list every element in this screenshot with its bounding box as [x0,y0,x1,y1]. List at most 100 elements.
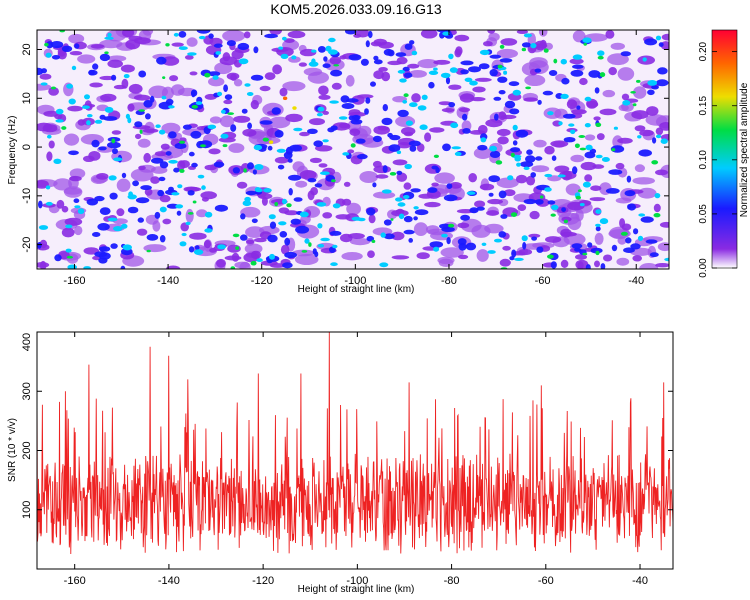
spectrogram-cell [611,244,618,252]
spectrogram-cell [108,175,117,181]
spectrogram-cell [271,107,281,115]
spectrogram-cell [627,203,636,211]
spectrogram-cell [498,190,507,199]
y-tick-label: 100 [21,501,33,519]
spectrogram-cell [368,30,373,39]
spectrogram-cell [408,140,421,147]
spectrogram-cell [590,185,602,191]
spectrogram-cell [655,134,662,139]
spectrogram-cell [138,109,145,112]
colorbar-ticks: 0.00 0.05 0.10 0.15 0.20 [698,41,737,278]
spectrogram-cell [550,140,569,148]
spectrogram-cell [74,205,81,209]
spectrogram-cell [171,42,184,47]
spectrogram-cell [560,58,567,65]
spectrogram-cell [48,87,59,96]
spectrogram-cell [468,66,481,73]
x-tick-label: -160 [63,275,85,287]
spectrogram-cell [380,232,386,238]
spectrogram-cell [509,108,520,115]
spectrogram-cell [171,84,185,96]
spectrogram-cell [439,223,452,229]
spectrogram-cell [497,64,503,69]
spectrogram-cell [286,203,292,208]
snr-x-axis: -160 -140 -120 -100 -80 -60 -40 [64,332,648,587]
spectrogram-cell [608,67,617,76]
spectrogram-cell [133,94,151,101]
spectrogram-cell [213,161,225,168]
spectrogram-cell [655,79,669,87]
spectrogram-cell [150,176,160,184]
spectrogram-cell [465,242,477,251]
spectrogram-cell [404,163,413,170]
spectrogram-cell [360,58,369,66]
spectrogram-cell [653,213,661,218]
spectrogram-cell [373,191,396,199]
spectrogram-cell [481,242,487,246]
spectrogram-cell [489,69,498,77]
spectrogram-cell [372,135,382,143]
snr-x-label: Height of straight line (km) [298,584,415,595]
spectrogram-cell [282,36,287,41]
spectrogram-cell [94,251,108,258]
spectrogram-cell [494,113,499,121]
spectrogram-cell [208,148,221,155]
spectrogram-cell [428,81,435,89]
spectrogram-cell [396,170,403,175]
spectrogram-cell [322,212,333,219]
spectrogram-cell [621,93,630,101]
colorbar-tick-label: 0.00 [698,258,709,278]
spectrogram-cell [71,65,77,71]
spectrogram-cell [485,119,503,128]
spectrogram-cell [109,192,118,200]
spectrogram-cell [572,30,586,43]
spectrogram-cell [433,67,438,71]
spectrogram-cell [104,106,114,113]
spectrogram-cell [61,126,67,130]
spectrogram-cell [373,125,391,135]
colorbar-tick-label: 0.05 [698,204,709,224]
spectrogram-cell [620,231,628,236]
spectrogram-cell [254,187,262,193]
spectrogram-cell [309,118,325,126]
spectrogram-cell [563,113,576,119]
spectrogram-cell [574,247,581,252]
spectrogram-cell [542,90,554,96]
spectrogram-cell [200,144,206,148]
spectrogram-cell [264,72,276,80]
spectrogram-cell [317,106,325,112]
spectrogram-cell [605,30,615,39]
spectrogram-cell [99,207,111,216]
spectrogram-cell [317,223,323,229]
spectrogram-cell [242,128,257,137]
spectrogram-cell [212,75,219,80]
spectrogram-cell [68,98,76,105]
spectrogram-cell [283,151,293,159]
spectrogram-cell [92,63,99,70]
spectrogram-cell [241,108,248,114]
spectrogram-cell [128,83,143,94]
spectrogram-cell [626,175,632,183]
spectrogram-cell [280,53,289,60]
spectrogram-cell [89,82,103,88]
spectrogram-cell [616,257,630,266]
spectrogram-cell [40,82,48,86]
spectrogram-cell [46,41,54,49]
spectrogram-cell [522,242,527,250]
spectrogram-cell [307,128,318,134]
spectrogram-cell [388,144,401,152]
spectrogram-y-axis: -20 -10 0 10 20 [21,43,669,253]
spectrogram-cell [418,193,434,199]
spectrogram-cell [331,82,342,90]
spectrogram-cell [285,113,303,123]
spectrogram-cell [536,246,544,253]
spectrogram-cell [647,80,658,86]
spectrogram-cell [611,148,616,152]
spectrogram-cell [434,172,455,184]
spectrogram-cell [570,212,580,220]
spectrogram-cell [322,63,331,68]
spectrogram-cell [262,137,269,142]
spectrogram-cell [561,216,572,222]
spectrogram-cell [53,178,72,191]
